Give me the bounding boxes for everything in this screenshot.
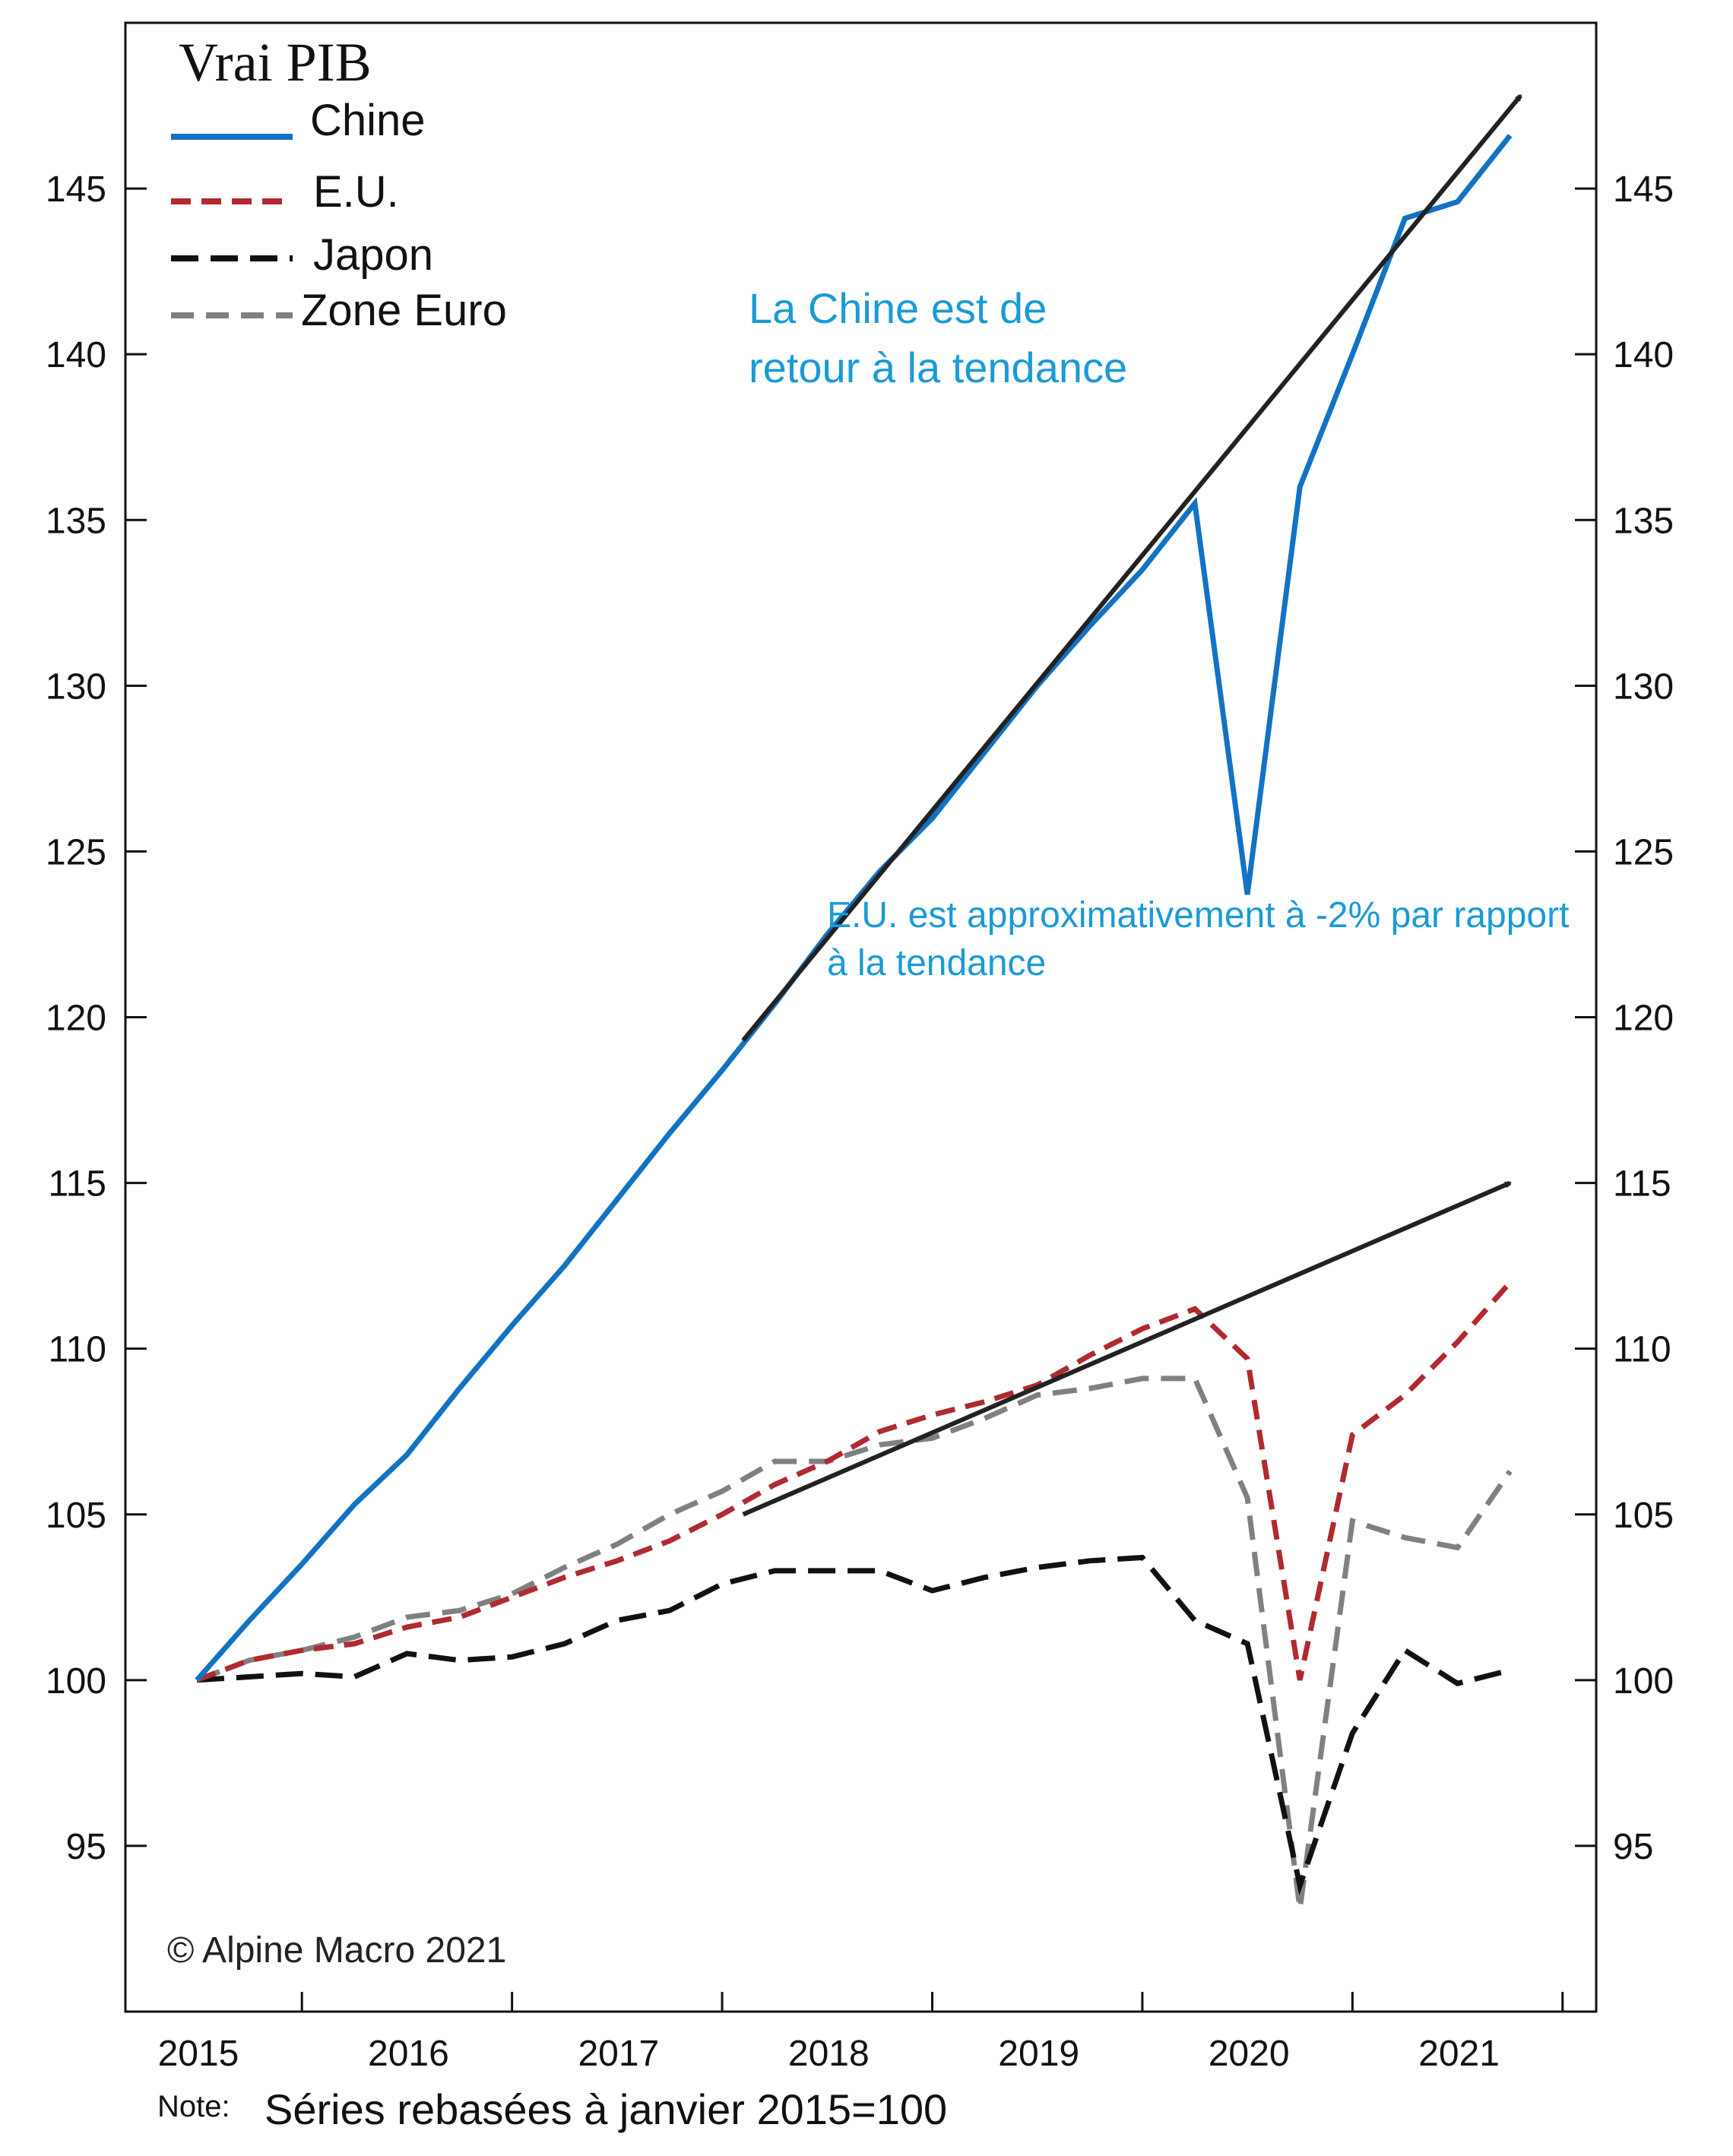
y-tick-label-right: 135 [1613,501,1674,541]
y-tick-label-right: 125 [1613,832,1674,872]
y-tick-label-right: 105 [1613,1496,1674,1536]
y-tick-label-right: 145 [1613,169,1674,210]
x-tick-labels: 2015 2016 2017 2018 2019 2020 2021 [158,2034,1500,2074]
y-tick-label-left: 130 [46,666,106,707]
legend: Chine E.U. Japon Zone Euro [171,96,507,335]
x-tick-label-2018: 2018 [788,2034,870,2074]
trend-lines [741,96,1522,1517]
x-tick-label-2019: 2019 [998,2034,1079,2074]
y-tick-label-left: 105 [46,1496,106,1536]
note-label: Note: [157,2090,230,2123]
annotation-china-line-2: retour à la tendance [749,344,1127,391]
y-tick-label-left: 120 [46,999,106,1039]
y-tick-label-left: 140 [46,335,106,375]
trend-arrow-2 [742,1180,1510,1517]
credit: © Alpine Macro 2021 [167,1930,506,1971]
y-tick-labels-left: 95 100 105 110 115 120 125 130 135 140 145 [46,169,106,1867]
y-tick-label-left: 110 [48,1330,106,1370]
y-tick-label-right: 115 [1613,1164,1671,1205]
x-tick-label-2017: 2017 [578,2034,659,2074]
y-tick-label-left: 100 [46,1661,106,1702]
series-line-japon [196,1554,1511,1896]
x-tick-label-2016: 2016 [368,2034,449,2074]
legend-label-chine: Chine [310,96,426,145]
y-tick-label-left: 125 [46,832,106,872]
legend-label-zone-euro: Zone Euro [301,286,507,335]
chart-title: Vrai PIB [179,32,372,93]
x-tick-label-2020: 2020 [1209,2034,1290,2074]
y-tick-label-left: 145 [46,169,106,210]
y-tick-label-right: 100 [1613,1661,1674,1702]
y-tick-label-right: 130 [1613,666,1674,707]
note-text: Séries rebasées à janvier 2015=100 [265,2085,947,2133]
y-tick-labels-right: 95 100 105 110 115 120 125 130 135 140 145 [1613,169,1674,1867]
x-tick-marks [300,1992,1564,2012]
series-line-e-u [195,1281,1513,1683]
x-tick-label-2021: 2021 [1418,2034,1500,2074]
annotation-us-line-1: E.U. est approximativement à -2% par rap… [827,895,1569,936]
legend-label-eu: E.U. [313,167,399,217]
y-tick-label-right: 95 [1613,1827,1653,1867]
y-tick-label-left: 115 [48,1164,106,1205]
legend-label-japon: Japon [313,230,433,280]
x-tick-label-2015: 2015 [158,2034,239,2074]
y-tick-label-right: 120 [1613,999,1674,1039]
annotation-china-line-1: La Chine est de [749,284,1047,332]
trend-arrow-1 [741,96,1522,1042]
series-line-zone-euro [195,1376,1513,1910]
y-tick-label-left: 95 [66,1827,106,1867]
annotation-us-line-2: à la tendance [827,943,1046,983]
y-tick-label-right: 110 [1613,1330,1671,1370]
series-layer [195,134,1513,1910]
y-tick-label-right: 140 [1613,335,1674,375]
y-tick-label-left: 135 [46,501,106,541]
y-tick-marks [125,187,1596,1847]
